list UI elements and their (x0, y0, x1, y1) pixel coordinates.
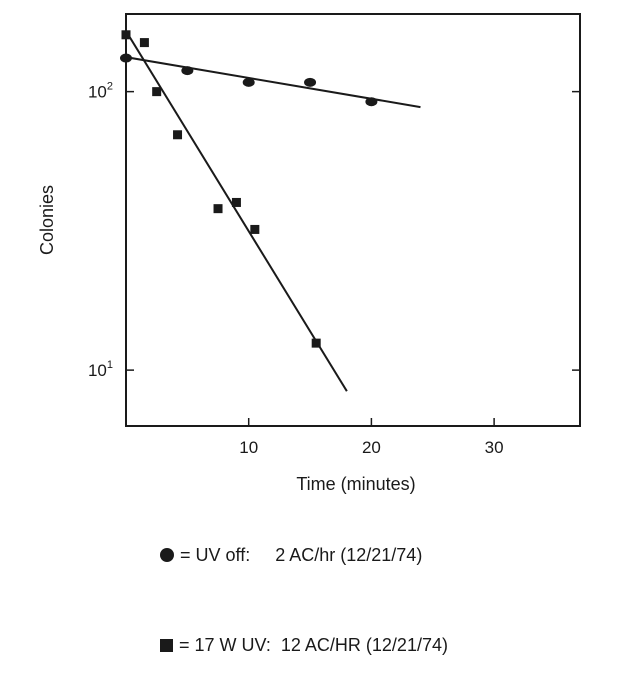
square-marker-icon (160, 639, 174, 652)
fit-line-square (125, 30, 348, 392)
y-tick-label: 101 (88, 359, 113, 380)
square-point (152, 87, 162, 97)
circle-point (242, 77, 255, 87)
x-axis-ticks: 10 20 30 (239, 418, 504, 457)
circle-point (181, 66, 194, 76)
legend: = UV off: 2 AC/hr (12/21/74) = 17 W UV: … (140, 510, 448, 690)
square-point (139, 38, 149, 48)
chart: 10 20 30 101 102 Time (minutes) Colonies (37, 13, 581, 494)
fit-lines (125, 30, 421, 392)
circle-point (120, 53, 132, 63)
square-point (121, 30, 131, 40)
y-tick-label: 102 (88, 81, 113, 102)
circle-point (365, 97, 378, 107)
x-axis-title: Time (minutes) (296, 474, 415, 494)
x-tick-label: 30 (485, 438, 504, 457)
square-point (231, 197, 241, 207)
y-axis-ticks: 101 102 (88, 81, 580, 380)
x-tick-label: 20 (362, 438, 381, 457)
x-tick-label: 10 (239, 438, 258, 457)
legend-label: = 17 W UV: 12 AC/HR (12/21/74) (179, 635, 448, 655)
square-point (250, 224, 260, 234)
legend-item-17w-uv: = 17 W UV: 12 AC/HR (12/21/74) (140, 600, 448, 690)
plot-frame (125, 13, 581, 427)
square-point (311, 338, 321, 348)
square-point (173, 130, 183, 140)
data-points (120, 30, 378, 348)
circle-point (304, 77, 317, 87)
y-axis-title: Colonies (37, 185, 57, 255)
square-point (213, 204, 223, 214)
legend-item-uv-off: = UV off: 2 AC/hr (12/21/74) (140, 510, 448, 600)
circle-marker-icon (160, 548, 175, 562)
legend-label: = UV off: 2 AC/hr (12/21/74) (180, 545, 423, 565)
